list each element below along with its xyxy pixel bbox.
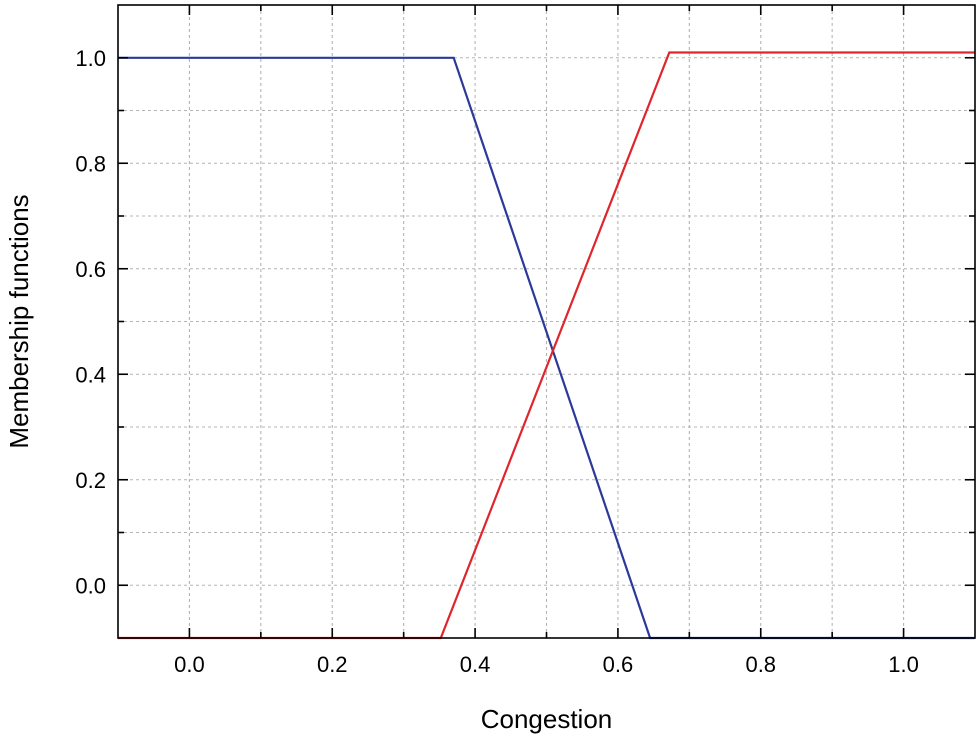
- x-tick-label: 0.2: [317, 652, 348, 677]
- y-axis-title: Membership functions: [4, 194, 34, 448]
- x-tick-label: 0.6: [603, 652, 634, 677]
- ticks: [118, 5, 975, 638]
- series-line-2: [118, 51, 975, 640]
- x-tick-label: 0.0: [174, 652, 205, 677]
- y-tick-label: 0.8: [75, 151, 106, 176]
- grid: [118, 5, 975, 638]
- y-tick-label: 0.4: [75, 362, 106, 387]
- x-tick-label: 0.4: [460, 652, 491, 677]
- x-tick-label: 0.8: [745, 652, 776, 677]
- x-axis-title: Congestion: [481, 704, 613, 734]
- y-tick-label: 0.2: [75, 468, 106, 493]
- series-layer: [118, 51, 975, 640]
- x-tick-label: 1.0: [888, 652, 919, 677]
- y-tick-label: 0.0: [75, 573, 106, 598]
- y-tick-labels: 0.0 0.2 0.4 0.6 0.8 1.0: [75, 46, 106, 599]
- y-tick-label: 1.0: [75, 46, 106, 71]
- y-tick-label: 0.6: [75, 257, 106, 282]
- x-tick-labels: 0.0 0.2 0.4 0.6 0.8 1.0: [174, 652, 919, 677]
